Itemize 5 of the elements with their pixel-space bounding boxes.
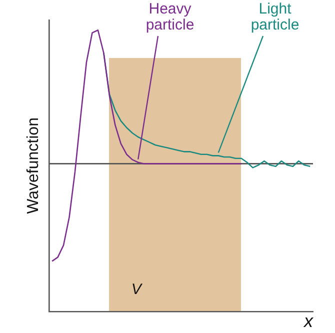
text: Light particle bbox=[250, 0, 300, 34]
text: V bbox=[131, 281, 142, 298]
x-axis-title: x bbox=[303, 311, 314, 332]
y-axis-title: Wavefunction bbox=[25, 118, 42, 214]
text: Heavy particle bbox=[146, 0, 194, 34]
